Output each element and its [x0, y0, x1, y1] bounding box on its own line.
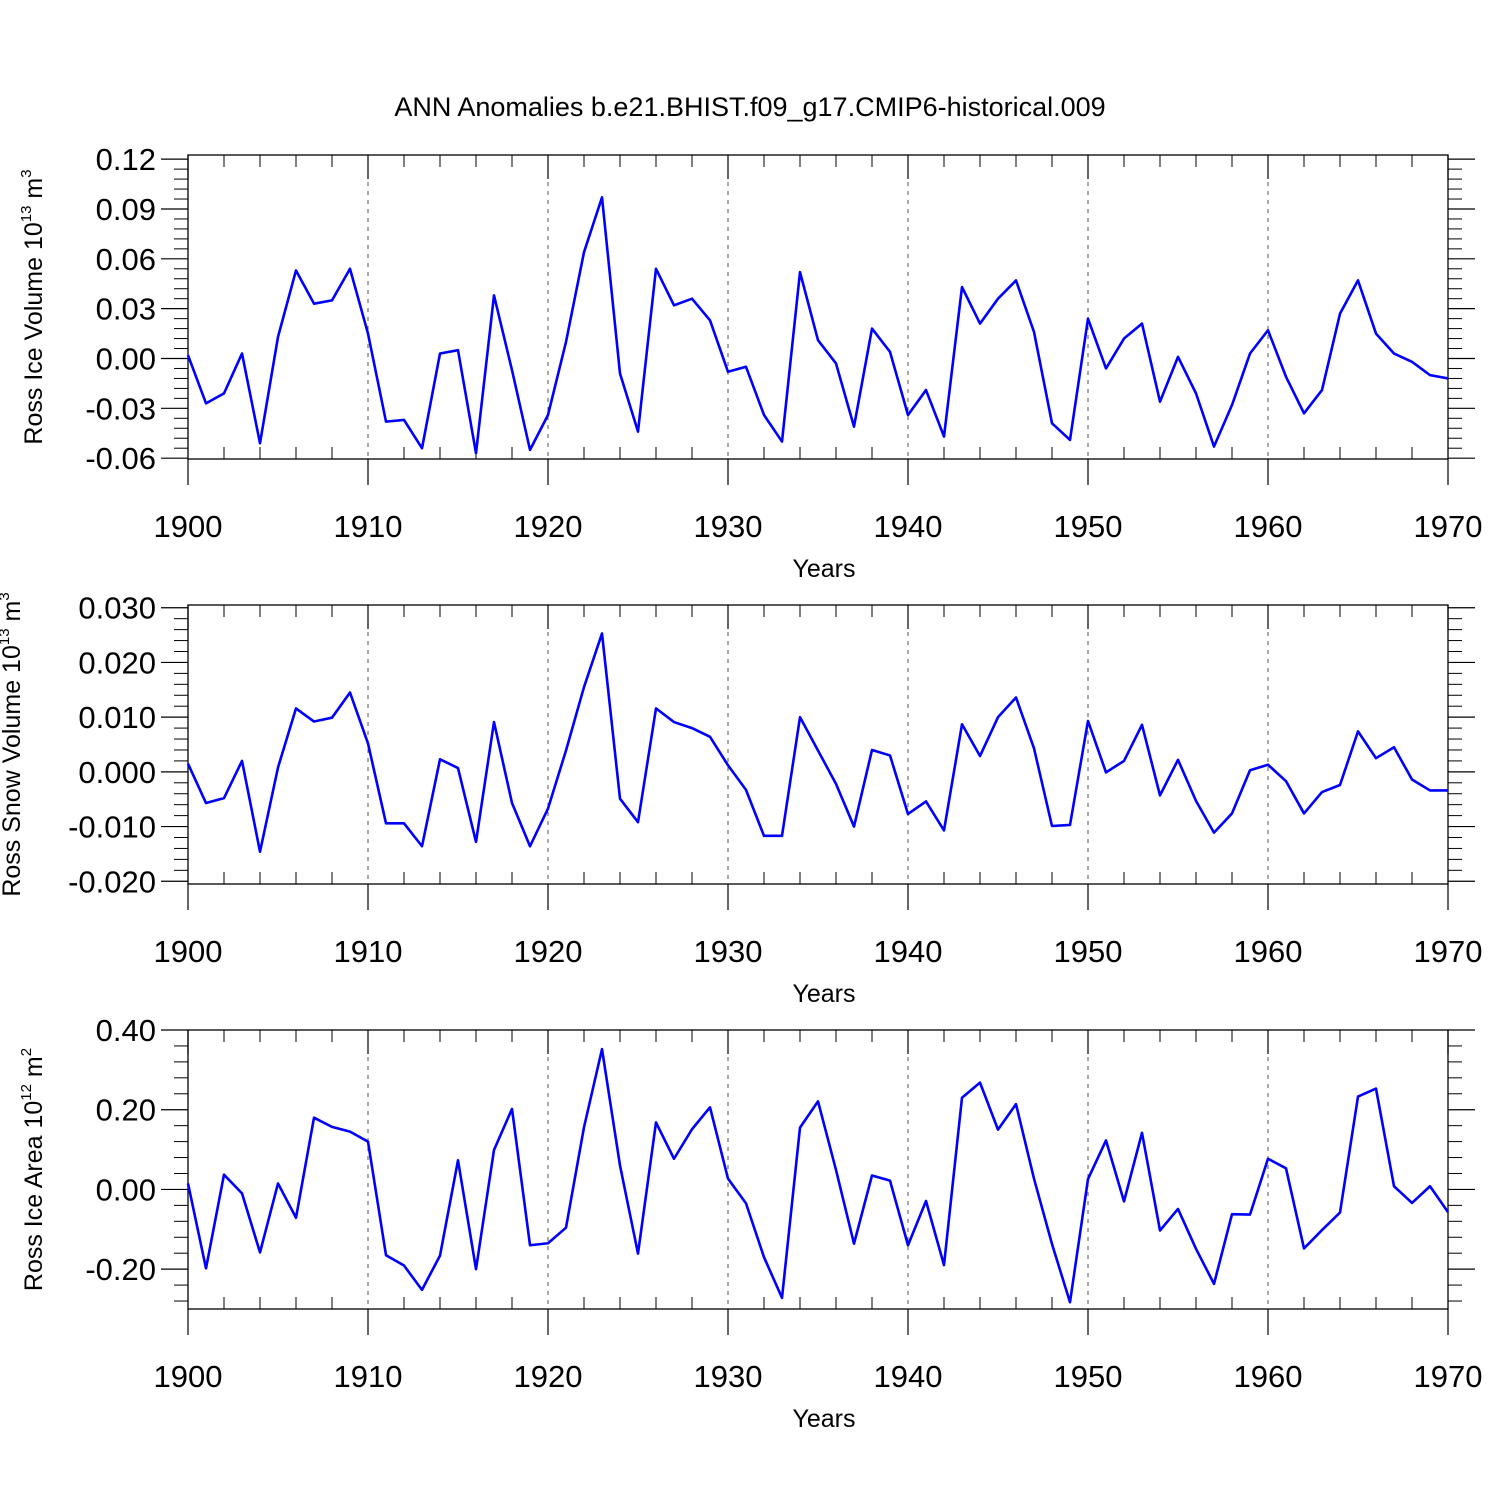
y-tick-label: 0.000 [78, 755, 156, 790]
y-axis-title: Ross Ice Area 1012 m2 [18, 1048, 48, 1291]
x-tick-label: 1970 [1414, 509, 1483, 544]
series-line-ross-snow-volume [186, 632, 1448, 854]
y-axis-title: Ross Snow Volume 1013 m3 [0, 592, 26, 896]
x-tick-label: 1960 [1234, 509, 1303, 544]
chart-panel-3: 1900 1910 1920 1930 1940 1950 1960 1970 -0.20 0.0… [18, 1013, 1482, 1433]
series-line-ross-ice-volume [186, 196, 1449, 455]
x-tick-label: 1950 [1054, 1359, 1123, 1394]
x-tick-label: 1960 [1234, 1359, 1303, 1394]
x-tick-label: 1930 [694, 934, 763, 969]
y-tick-label: 0.00 [96, 341, 156, 376]
x-tick-label: 1950 [1054, 934, 1123, 969]
y-tick-label: -0.010 [68, 810, 156, 845]
figure-title: ANN Anomalies b.e21.BHIST.f09_g17.CMIP6-… [394, 92, 1105, 122]
series-line-ross-ice-area [186, 1047, 1450, 1304]
x-tick-label: 1910 [334, 934, 403, 969]
x-tick-label: 1940 [874, 934, 943, 969]
plot-frame [187, 604, 1449, 885]
x-tick-label: 1920 [514, 509, 583, 544]
y-tick-label: -0.20 [85, 1252, 156, 1287]
x-tick-label: 1910 [334, 1359, 403, 1394]
y-tick-label: 0.010 [78, 700, 156, 735]
plot-frame [187, 154, 1449, 460]
chart-panel-2: 1900 1910 1920 1930 1940 1950 1960 1970 -0.020 -0… [0, 591, 1482, 1008]
x-tick-label: 1900 [154, 1359, 223, 1394]
x-tick-label: 1940 [874, 509, 943, 544]
y-tick-label: 0.00 [96, 1172, 156, 1207]
y-tick-label: 0.20 [96, 1093, 156, 1128]
x-tick-label: 1940 [874, 1359, 943, 1394]
y-tick-label: 0.12 [96, 142, 156, 177]
x-axis-title: Years [792, 1405, 855, 1433]
y-tick-label: -0.03 [85, 391, 156, 426]
x-tick-label: 1930 [694, 509, 763, 544]
y-tick-label: -0.06 [85, 441, 156, 476]
x-tick-label: 1960 [1234, 934, 1303, 969]
y-tick-label: 0.020 [78, 645, 156, 680]
plot-frame [187, 1029, 1449, 1310]
y-axis-title: Ross Ice Volume 1013 m3 [18, 169, 48, 444]
x-axis-title: Years [792, 980, 855, 1008]
x-tick-label: 1900 [154, 934, 223, 969]
x-tick-label: 1970 [1414, 934, 1483, 969]
chart-panels: 1900 1910 1920 1930 1940 1950 1960 1970 -0.06 -0.… [0, 142, 1482, 1433]
y-tick-label: -0.020 [68, 864, 156, 899]
y-tick-label: 0.09 [96, 192, 156, 227]
x-tick-label: 1950 [1054, 509, 1123, 544]
x-tick-label: 1900 [154, 509, 223, 544]
chart-panel-1: 1900 1910 1920 1930 1940 1950 1960 1970 -0.06 -0.… [18, 142, 1482, 583]
x-tick-label: 1970 [1414, 1359, 1483, 1394]
y-tick-label: 0.030 [78, 591, 156, 626]
x-tick-label: 1920 [514, 1359, 583, 1394]
x-tick-label: 1910 [334, 509, 403, 544]
x-tick-label: 1920 [514, 934, 583, 969]
x-axis-title: Years [792, 555, 855, 583]
y-tick-label: 0.03 [96, 292, 156, 327]
y-tick-label: 0.06 [96, 242, 156, 277]
x-tick-label: 1930 [694, 1359, 763, 1394]
y-tick-label: 0.40 [96, 1013, 156, 1048]
